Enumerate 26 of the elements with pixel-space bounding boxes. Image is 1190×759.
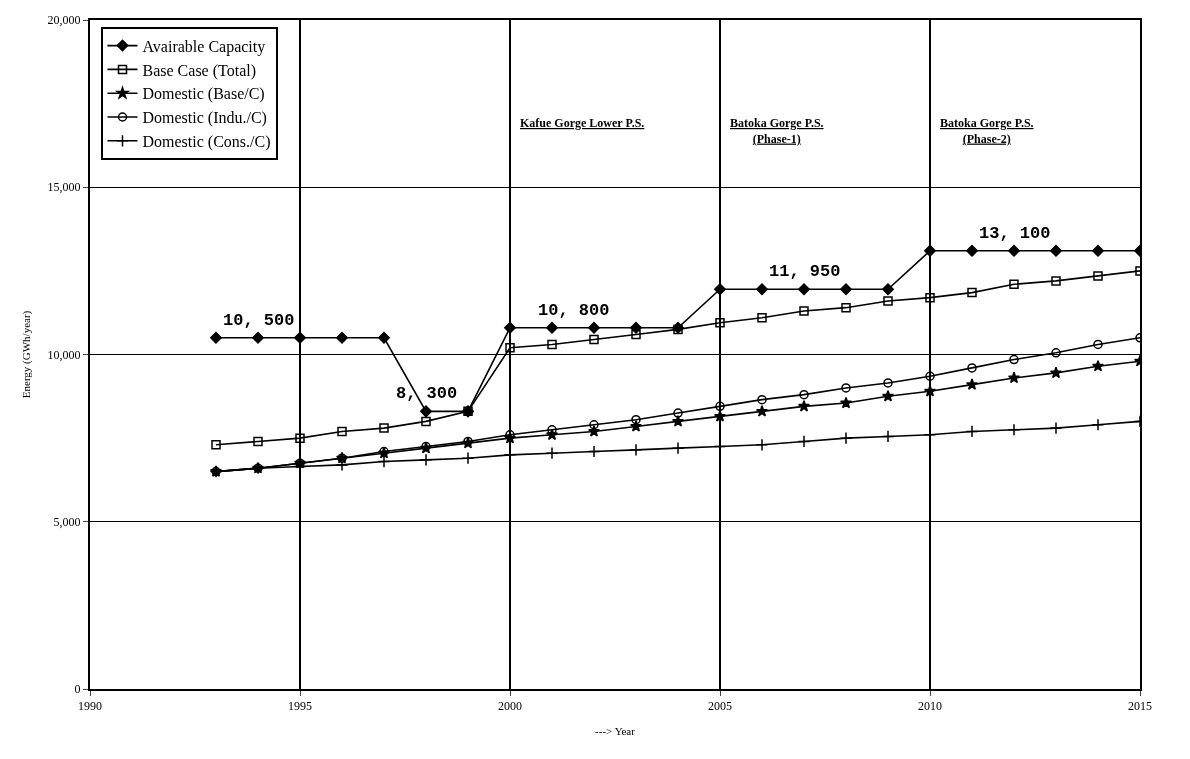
annotation: 11, 950: [769, 262, 841, 281]
legend-label: Base Case (Total): [142, 61, 257, 80]
x-tick-label: 2010: [918, 699, 942, 714]
ref-line-label: Batoka Gorge P.S. (Phase-1): [730, 116, 824, 146]
x-tick-label: 2000: [498, 699, 522, 714]
x-tick-label: 2015: [1128, 699, 1152, 714]
ref-line-label: Batoka Gorge P.S. (Phase-2): [940, 116, 1034, 146]
x-tick-label: 1995: [288, 699, 312, 714]
y-tick-label: 15,000: [47, 180, 81, 195]
y-tick-label: 0: [74, 682, 81, 697]
ref-line-label: Kafue Gorge Lower P.S.: [520, 116, 645, 130]
annotation: 10, 800: [538, 301, 610, 320]
x-axis-title: ---> Year: [595, 725, 636, 738]
y-tick-label: 5,000: [53, 514, 81, 529]
annotation: 8, 300: [396, 384, 458, 403]
legend-label: Avairable Capacity: [142, 37, 266, 56]
x-tick-label: 2005: [708, 699, 732, 714]
legend-label: Domestic (Indu./C): [142, 109, 267, 128]
legend-label: Domestic (Base/C): [142, 85, 265, 104]
annotation: 13, 100: [979, 224, 1051, 243]
legend-label: Domestic (Cons./C): [142, 133, 271, 152]
y-axis-title: Energy (GWh/year): [19, 310, 33, 399]
y-tick-label: 20,000: [47, 13, 81, 28]
annotation: 10, 500: [223, 311, 295, 330]
y-tick-label: 10,000: [47, 347, 81, 362]
x-tick-label: 1990: [78, 699, 102, 714]
